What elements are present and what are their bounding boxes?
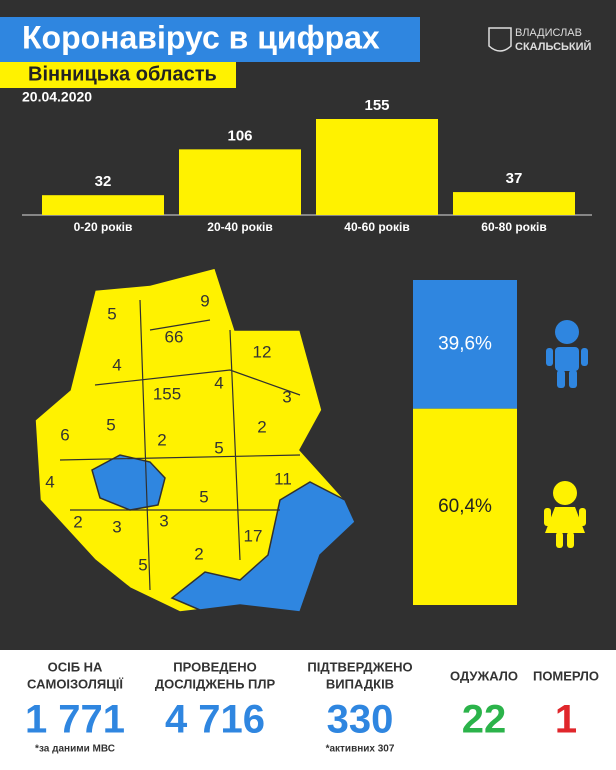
category-label: 0-20 років (74, 220, 133, 234)
region-number: 2 (73, 512, 82, 531)
icon-part (569, 370, 577, 388)
bar (316, 119, 438, 215)
value-label: 155 (364, 97, 389, 114)
region-number: 2 (257, 417, 266, 436)
region-number: 4 (45, 472, 54, 491)
icon-part (581, 348, 588, 366)
value-label: 37 (506, 170, 523, 187)
stat-label: САМОІЗОЛЯЦІЇ (27, 676, 123, 691)
region-number: 11 (274, 469, 292, 488)
region-number: 9 (200, 291, 209, 310)
bar (42, 195, 164, 215)
icon-part (555, 320, 579, 344)
stats-background (0, 650, 616, 770)
region-number: 3 (159, 511, 168, 530)
icon-part (579, 508, 586, 526)
stat-number: 4 716 (165, 698, 265, 742)
icon-part (567, 532, 574, 548)
region-number: 17 (244, 526, 263, 545)
stat-label: ОДУЖАЛО (450, 668, 518, 683)
split-segment (413, 408, 517, 605)
region-number: 2 (157, 430, 166, 449)
category-label: 20-40 років (207, 220, 272, 234)
category-label: 40-60 років (344, 220, 409, 234)
split-label: 60,4% (438, 496, 492, 517)
region-number: 5 (107, 304, 116, 323)
stat-label: ОСІБ НА (48, 659, 103, 674)
icon-part (556, 532, 563, 548)
stat-number: 1 (555, 698, 577, 742)
logo-shield (488, 27, 512, 52)
icon-part (544, 508, 551, 526)
logo-text: СКАЛЬСЬКИЙ (515, 40, 592, 53)
region-number: 155 (153, 384, 181, 403)
region-number: 3 (112, 517, 121, 536)
value-label: 32 (95, 173, 112, 190)
region-number: 2 (194, 544, 203, 563)
stat-label: ПІДТВЕРДЖЕНО (307, 659, 412, 674)
stat-label: ПОМЕРЛО (533, 668, 599, 683)
region-number: 3 (282, 387, 291, 406)
region-number: 12 (253, 342, 272, 361)
bar (453, 192, 575, 215)
region-number: 4 (112, 355, 121, 374)
logo-text: ВЛАДИСЛАВ (515, 27, 582, 39)
icon-part (557, 370, 565, 388)
value-label: 106 (227, 127, 252, 144)
region-number: 4 (214, 373, 223, 392)
region-number: 66 (165, 327, 184, 346)
icon-part (555, 347, 579, 371)
girl-icon (544, 481, 586, 548)
stat-label: ВИПАДКІВ (326, 676, 394, 691)
region-number: 5 (138, 555, 147, 574)
stat-number: 22 (462, 698, 507, 742)
split-label: 39,6% (438, 333, 492, 354)
stat-label: ДОСЛІДЖЕНЬ ПЛР (155, 676, 276, 691)
region-number: 5 (214, 438, 223, 457)
icon-part (546, 348, 553, 366)
region-number: 6 (60, 425, 69, 444)
date: 20.04.2020 (22, 89, 92, 105)
title-banner (0, 17, 420, 62)
region: Вінницька область (28, 63, 217, 85)
region-banner (0, 62, 236, 88)
stat-note: *активних 307 (326, 744, 395, 755)
stat-label: ПРОВЕДЕНО (173, 659, 256, 674)
region-number: 5 (106, 415, 115, 434)
logo: ВЛАДИСЛАВ СКАЛЬСЬКИЙ (488, 27, 592, 53)
title: Коронавірус в цифрах (22, 19, 380, 55)
map-border (59, 299, 301, 591)
icon-part (553, 481, 577, 505)
bar (179, 149, 301, 215)
region-number: 5 (199, 487, 208, 506)
map-highlight (170, 481, 356, 613)
category-label: 60-80 років (481, 220, 546, 234)
stat-note: *за даними МВС (35, 744, 115, 755)
boy-icon (546, 320, 588, 388)
icon-part (545, 507, 585, 533)
stat-number: 330 (327, 698, 394, 742)
stat-number: 1 771 (25, 698, 125, 742)
split-segment (413, 280, 517, 409)
